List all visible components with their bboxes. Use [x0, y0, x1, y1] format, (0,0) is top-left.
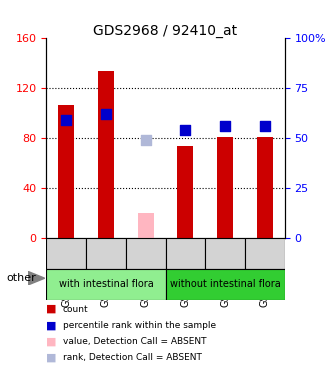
FancyBboxPatch shape — [245, 238, 285, 269]
Text: ■: ■ — [46, 336, 57, 346]
FancyBboxPatch shape — [166, 238, 205, 269]
Point — [103, 111, 109, 118]
Bar — [58, 104, 74, 238]
FancyBboxPatch shape — [126, 238, 166, 269]
FancyBboxPatch shape — [86, 238, 126, 269]
Point — [183, 127, 188, 133]
Text: rank, Detection Call = ABSENT: rank, Detection Call = ABSENT — [63, 353, 202, 362]
Bar — [177, 146, 193, 238]
Text: ■: ■ — [46, 320, 57, 330]
Text: count: count — [63, 305, 88, 314]
Text: with intestinal flora: with intestinal flora — [59, 279, 153, 289]
Polygon shape — [28, 271, 45, 285]
FancyBboxPatch shape — [46, 238, 86, 269]
Point — [262, 123, 267, 129]
Text: without intestinal flora: without intestinal flora — [170, 279, 280, 289]
Bar — [217, 137, 233, 238]
FancyBboxPatch shape — [205, 238, 245, 269]
Bar — [138, 213, 154, 238]
Text: percentile rank within the sample: percentile rank within the sample — [63, 321, 216, 330]
Text: ■: ■ — [46, 353, 57, 362]
Point — [64, 117, 69, 123]
Point — [222, 123, 228, 129]
FancyBboxPatch shape — [46, 269, 166, 300]
Text: value, Detection Call = ABSENT: value, Detection Call = ABSENT — [63, 337, 207, 346]
Text: ■: ■ — [46, 304, 57, 314]
Point — [143, 137, 148, 143]
Bar — [257, 137, 273, 238]
Text: GDS2968 / 92410_at: GDS2968 / 92410_at — [93, 24, 238, 38]
Bar — [98, 71, 114, 238]
FancyBboxPatch shape — [166, 269, 285, 300]
Text: other: other — [7, 273, 36, 283]
